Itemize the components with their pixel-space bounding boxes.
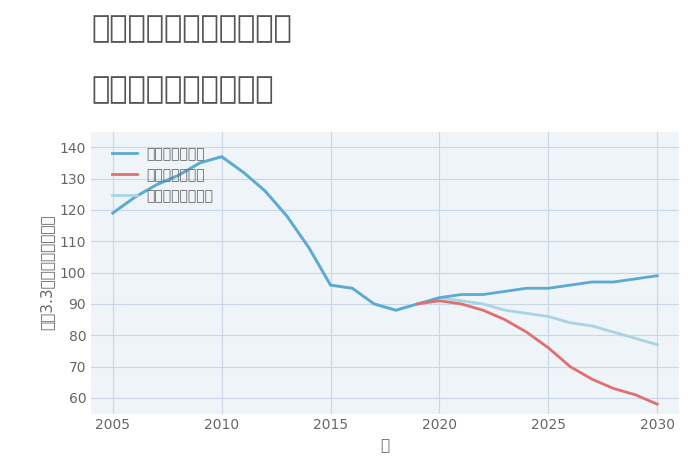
グッドシナリオ bbox=[196, 160, 204, 166]
Line: バッドシナリオ: バッドシナリオ bbox=[418, 301, 657, 404]
ノーマルシナリオ bbox=[239, 170, 248, 175]
ノーマルシナリオ bbox=[304, 245, 313, 251]
ノーマルシナリオ bbox=[348, 285, 356, 291]
ノーマルシナリオ bbox=[588, 323, 596, 329]
ノーマルシナリオ bbox=[544, 313, 552, 319]
グッドシナリオ bbox=[610, 279, 618, 285]
ノーマルシナリオ bbox=[522, 311, 531, 316]
バッドシナリオ bbox=[500, 317, 509, 322]
ノーマルシナリオ bbox=[631, 336, 640, 341]
バッドシナリオ bbox=[544, 345, 552, 351]
ノーマルシナリオ bbox=[457, 298, 466, 304]
Line: グッドシナリオ: グッドシナリオ bbox=[113, 157, 657, 310]
グッドシナリオ bbox=[653, 273, 662, 279]
グッドシナリオ bbox=[283, 213, 291, 219]
グッドシナリオ bbox=[392, 307, 400, 313]
グッドシナリオ bbox=[218, 154, 226, 159]
X-axis label: 年: 年 bbox=[380, 438, 390, 453]
ノーマルシナリオ bbox=[174, 172, 182, 178]
バッドシナリオ bbox=[610, 386, 618, 392]
グッドシナリオ bbox=[108, 210, 117, 216]
グッドシナリオ bbox=[544, 285, 552, 291]
グッドシナリオ bbox=[261, 188, 270, 194]
Y-axis label: 坪（3.3㎡）単価（万円）: 坪（3.3㎡）単価（万円） bbox=[39, 215, 54, 330]
ノーマルシナリオ bbox=[261, 188, 270, 194]
グッドシナリオ bbox=[588, 279, 596, 285]
ノーマルシナリオ bbox=[566, 320, 574, 326]
Line: ノーマルシナリオ: ノーマルシナリオ bbox=[113, 157, 657, 345]
ノーマルシナリオ bbox=[130, 195, 139, 200]
グッドシナリオ bbox=[522, 285, 531, 291]
グッドシナリオ bbox=[152, 182, 160, 188]
ノーマルシナリオ bbox=[326, 282, 335, 288]
バッドシナリオ bbox=[414, 301, 422, 307]
ノーマルシナリオ bbox=[283, 213, 291, 219]
グッドシナリオ bbox=[435, 295, 444, 300]
バッドシナリオ bbox=[457, 301, 466, 307]
グッドシナリオ bbox=[500, 289, 509, 294]
ノーマルシナリオ bbox=[152, 182, 160, 188]
ノーマルシナリオ bbox=[653, 342, 662, 347]
グッドシナリオ bbox=[414, 301, 422, 307]
グッドシナリオ bbox=[566, 282, 574, 288]
グッドシナリオ bbox=[631, 276, 640, 282]
Legend: グッドシナリオ, バッドシナリオ, ノーマルシナリオ: グッドシナリオ, バッドシナリオ, ノーマルシナリオ bbox=[107, 141, 218, 208]
グッドシナリオ bbox=[348, 285, 356, 291]
グッドシナリオ bbox=[457, 292, 466, 298]
Text: 兵庫県豊岡市出石町嶋の: 兵庫県豊岡市出石町嶋の bbox=[91, 14, 292, 43]
バッドシナリオ bbox=[522, 329, 531, 335]
グッドシナリオ bbox=[174, 172, 182, 178]
バッドシナリオ bbox=[588, 376, 596, 382]
ノーマルシナリオ bbox=[370, 301, 378, 307]
グッドシナリオ bbox=[479, 292, 487, 298]
バッドシナリオ bbox=[653, 401, 662, 407]
ノーマルシナリオ bbox=[392, 307, 400, 313]
ノーマルシナリオ bbox=[108, 210, 117, 216]
ノーマルシナリオ bbox=[435, 295, 444, 300]
ノーマルシナリオ bbox=[196, 160, 204, 166]
ノーマルシナリオ bbox=[610, 329, 618, 335]
ノーマルシナリオ bbox=[500, 307, 509, 313]
グッドシナリオ bbox=[239, 170, 248, 175]
グッドシナリオ bbox=[130, 195, 139, 200]
グッドシナリオ bbox=[304, 245, 313, 251]
ノーマルシナリオ bbox=[414, 301, 422, 307]
グッドシナリオ bbox=[326, 282, 335, 288]
Text: 中古戸建ての価格推移: 中古戸建ての価格推移 bbox=[91, 75, 274, 104]
バッドシナリオ bbox=[631, 392, 640, 398]
バッドシナリオ bbox=[435, 298, 444, 304]
ノーマルシナリオ bbox=[479, 301, 487, 307]
バッドシナリオ bbox=[479, 307, 487, 313]
バッドシナリオ bbox=[566, 364, 574, 369]
グッドシナリオ bbox=[370, 301, 378, 307]
ノーマルシナリオ bbox=[218, 154, 226, 159]
